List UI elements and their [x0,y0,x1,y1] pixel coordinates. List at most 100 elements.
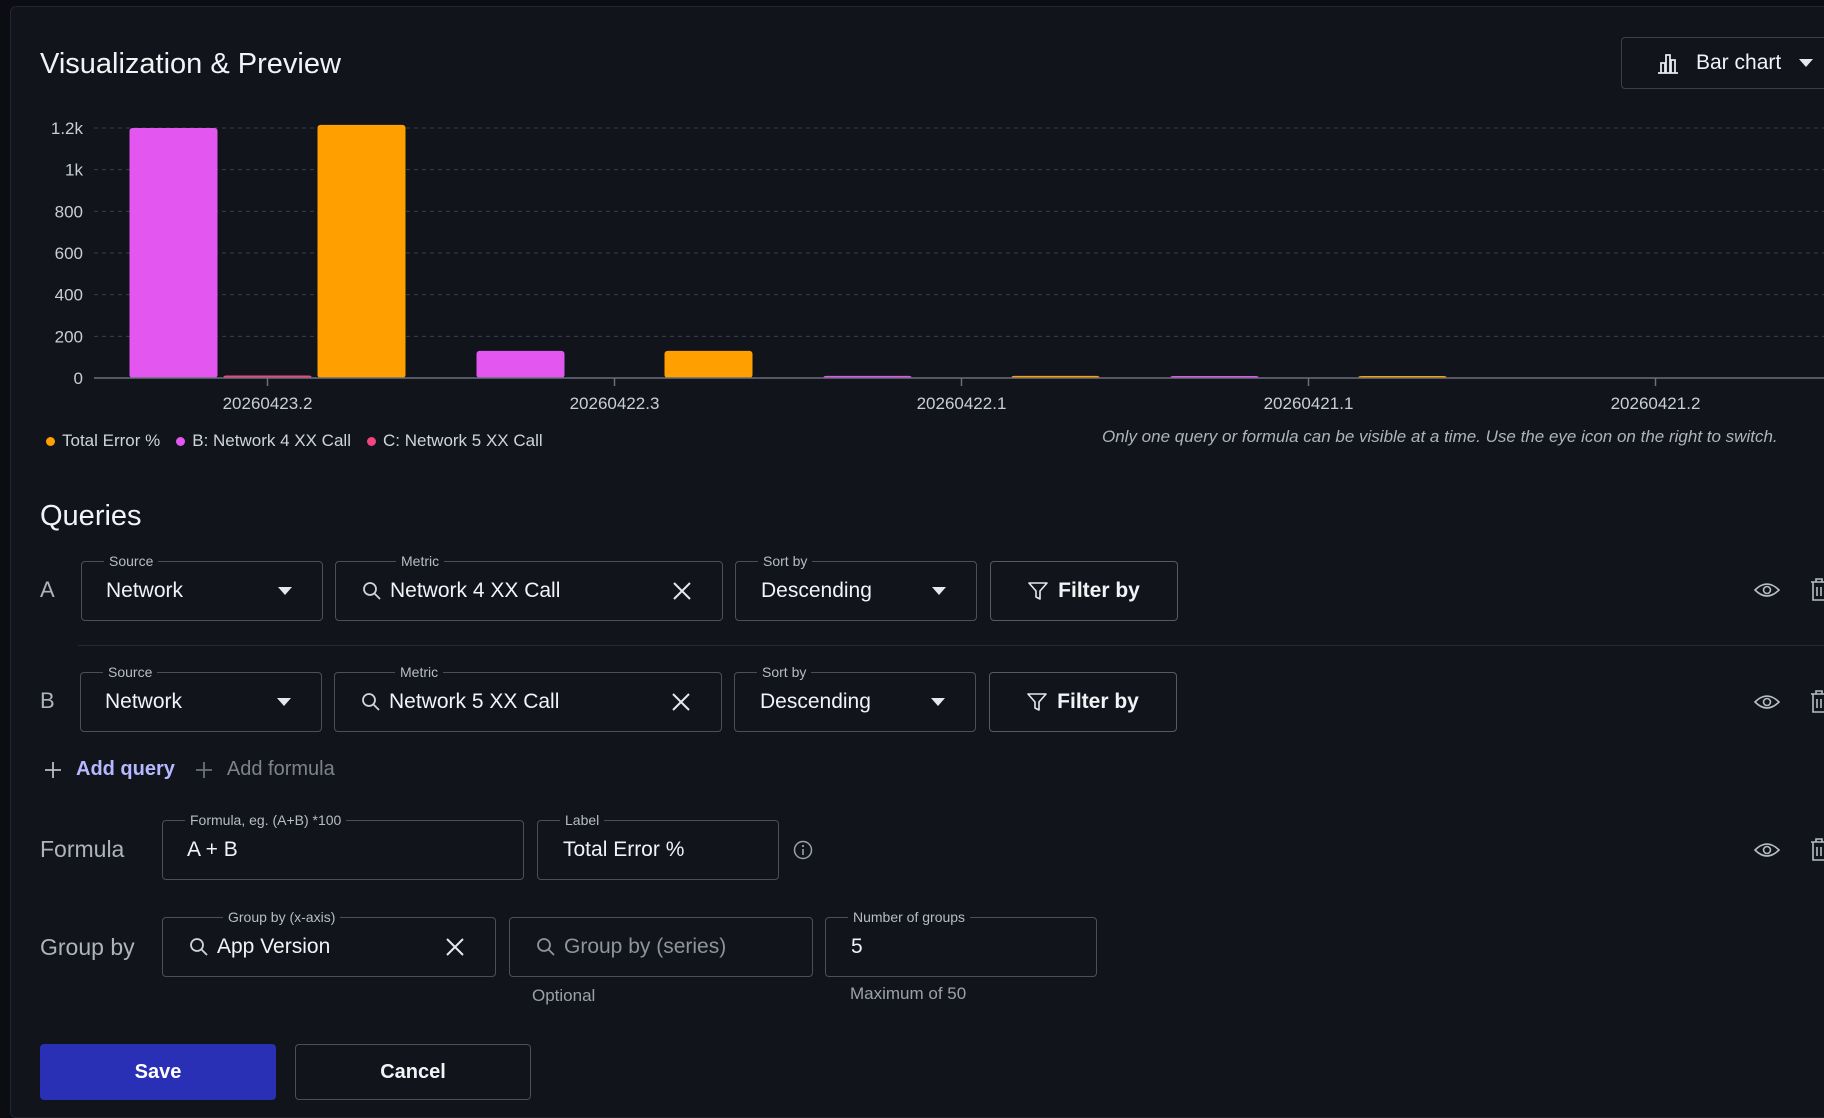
number-of-groups-helper: Maximum of 50 [850,984,967,1003]
label-value: Total Error % [563,838,685,861]
bar-chart: 0 200 400 600 800 1k 1.2k 20260423.2 20260422.3 2… [51,119,1824,413]
group-by-xaxis-input[interactable]: Group by (x-axis) App Version [162,908,496,977]
bar [317,124,406,378]
group-by-series-placeholder: Group by (series) [564,935,727,958]
y-tick-label: 800 [55,202,83,221]
formula-side-label: Formula [40,836,125,862]
sort-select-b[interactable]: Sort by Descending [734,663,976,732]
metric-label: Metric [396,552,445,570]
add-query-label: Add query [76,758,175,780]
number-of-groups-input[interactable]: Number of groups 5 [825,908,1097,977]
search-icon [536,937,556,957]
source-value: Network [105,690,183,713]
number-of-groups-label: Number of groups [848,908,971,926]
query-letter-b: B [40,688,55,713]
filter-by-button-a[interactable]: Filter by [990,561,1178,621]
y-tick-label: 1.2k [51,119,84,138]
x-tick-label: 20260423.2 [223,394,313,413]
y-tick-label: 0 [74,369,83,388]
group-by-xaxis-value: App Version [217,935,331,958]
chart-legend: Total Error % B: Network 4 XX Call C: Ne… [46,431,543,451]
queries-title: Queries [40,500,142,532]
add-formula-label: Add formula [226,758,335,780]
group-by-series-helper: Optional [532,986,596,1005]
close-icon[interactable] [445,937,465,957]
eye-icon[interactable] [1754,692,1780,712]
filter-by-label: Filter by [1058,579,1140,602]
close-icon[interactable] [671,692,691,712]
plus-icon [195,761,213,779]
source-select-a[interactable]: Source Network [81,552,323,621]
query-letter-a: A [40,577,55,602]
legend-label: C: Network 5 XX Call [382,431,543,450]
caret-down-icon [1799,58,1814,68]
legend-dot [366,436,376,446]
legend-item-network-5xx[interactable]: C: Network 5 XX Call [366,431,543,451]
y-tick-label: 400 [55,286,83,305]
source-label: Source [104,552,159,570]
x-tick-label: 20260421.2 [1611,394,1701,413]
search-icon [362,581,382,601]
sort-value: Descending [761,579,872,602]
sort-label: Sort by [758,552,813,570]
page-title: Visualization & Preview [40,48,341,80]
y-tick-label: 600 [55,244,83,263]
group-by-series-input[interactable]: Group by (series) [509,917,813,977]
legend-item-total-error[interactable]: Total Error % [46,431,160,451]
filter-by-button-b[interactable]: Filter by [989,672,1177,732]
add-actions: Add query Add formula [44,758,335,781]
eye-icon[interactable] [1754,840,1780,860]
filter-icon [1027,692,1047,712]
sort-value: Descending [760,690,871,713]
source-label: Source [103,663,158,681]
save-button[interactable]: Save [40,1044,276,1100]
source-value: Network [106,579,184,602]
sort-select-a[interactable]: Sort by Descending [735,552,977,621]
caret-down-icon [932,587,946,596]
formula-label-input[interactable]: Label Total Error % [537,811,779,880]
search-icon [189,937,209,957]
trash-icon[interactable] [1810,578,1824,602]
cancel-button[interactable]: Cancel [295,1044,531,1100]
eye-icon[interactable] [1754,580,1780,600]
bar [129,128,218,378]
legend-dot [176,436,186,446]
group-by-side-label: Group by [40,934,135,960]
caret-down-icon [277,698,291,707]
bar [664,350,753,378]
trash-icon[interactable] [1810,838,1824,862]
add-formula-button[interactable]: Add formula [195,758,335,781]
x-tick-label: 20260421.1 [1264,394,1354,413]
chart-type-dropdown[interactable]: Bar chart [1621,37,1824,89]
x-tick-label: 20260422.3 [570,394,660,413]
metric-input-b[interactable]: Metric Network 5 XX Call [334,663,722,732]
source-select-b[interactable]: Source Network [80,663,322,732]
metric-value: Network 5 XX Call [389,690,560,713]
group-by-xaxis-label: Group by (x-axis) [223,908,341,926]
preview-note: Only one query or formula can be visible… [1102,427,1778,446]
filter-icon [1028,581,1048,601]
bar-chart-icon [1656,52,1680,74]
formula-value: A + B [187,838,238,861]
add-query-button[interactable]: Add query [44,758,175,781]
info-icon[interactable] [793,840,813,860]
metric-label: Metric [395,663,444,681]
formula-input[interactable]: Formula, eg. (A+B) *100 A + B [162,811,524,880]
filter-by-label: Filter by [1057,690,1139,713]
search-icon [361,692,381,712]
legend-label: Total Error % [62,431,161,450]
legend-dot [46,436,55,446]
metric-value: Network 4 XX Call [390,579,561,602]
metric-input-a[interactable]: Metric Network 4 XX Call [335,552,723,621]
caret-down-icon [278,587,292,596]
y-tick-label: 200 [55,327,83,346]
plus-icon [44,761,62,779]
sort-label: Sort by [757,663,812,681]
bar [476,350,565,378]
formula-input-label: Formula, eg. (A+B) *100 [185,811,347,829]
close-icon[interactable] [672,581,692,601]
trash-icon[interactable] [1810,690,1824,714]
x-tick-label: 20260422.1 [917,394,1007,413]
number-of-groups-value: 5 [851,935,863,958]
legend-item-network-4xx[interactable]: B: Network 4 XX Call [176,431,351,451]
